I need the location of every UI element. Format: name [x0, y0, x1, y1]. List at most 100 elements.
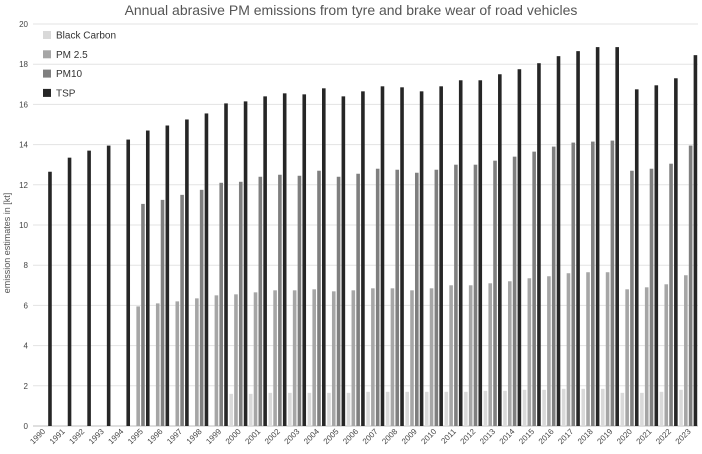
x-tick-label: 2001 [243, 427, 262, 446]
bar-pm10-2002 [278, 174, 282, 426]
x-tick-label: 2017 [556, 427, 575, 446]
bar-tsp-1996 [165, 125, 170, 426]
x-tick-label: 2011 [439, 427, 458, 446]
bar-pm-2-5-2017 [566, 273, 571, 426]
bar-tsp-1994 [126, 139, 131, 426]
bar-tsp-2006 [361, 91, 365, 427]
x-tick-label: 1999 [204, 427, 223, 446]
bar-black-carbon-2022 [659, 391, 664, 426]
bar-pm-2-5-2001 [253, 292, 258, 426]
bar-pm10-2001 [258, 176, 263, 426]
bar-pm10-1996 [160, 199, 165, 426]
bar-tsp-2014 [517, 69, 522, 426]
x-tick-label: 2012 [459, 427, 478, 446]
bar-pm10-1999 [219, 182, 224, 426]
x-tick-label: 1991 [48, 427, 67, 446]
bar-pm-2-5-2009 [410, 290, 414, 426]
x-tick-label: 1994 [106, 427, 125, 446]
bar-tsp-2013 [498, 74, 502, 426]
bar-pm-2-5-2006 [351, 290, 356, 426]
bar-black-carbon-2007 [366, 391, 370, 426]
x-tick-label: 2014 [498, 427, 517, 446]
bar-tsp-1997 [185, 119, 189, 426]
bar-pm10-1998 [199, 189, 204, 426]
bar-pm-2-5-2016 [547, 276, 551, 426]
y-axis-label: emission estimates in [kt] [2, 193, 12, 294]
bar-pm10-2015 [532, 151, 536, 426]
x-tick-label: 1992 [67, 427, 86, 446]
bar-pm-2-5-2010 [429, 288, 434, 426]
bar-pm10-2022 [669, 163, 673, 426]
x-tick-label: 2021 [635, 427, 654, 446]
bar-black-carbon-2021 [640, 392, 644, 426]
bar-pm-2-5-2013 [488, 283, 493, 426]
bar-black-carbon-2018 [581, 388, 586, 426]
legend-swatch [43, 31, 51, 39]
bar-pm-2-5-1997 [175, 301, 180, 426]
bar-tsp-1992 [87, 150, 91, 426]
y-tick-label: 2 [24, 382, 29, 391]
bar-pm10-2008 [395, 169, 400, 426]
bar-black-carbon-2016 [542, 389, 546, 426]
bar-pm10-1995 [141, 203, 145, 426]
bar-pm10-2000 [238, 181, 243, 426]
bar-pm10-2016 [551, 146, 556, 427]
bar-pm10-2011 [454, 164, 458, 426]
bar-black-carbon-2011 [444, 391, 449, 426]
bar-pm10-2006 [356, 173, 360, 426]
bar-pm-2-5-1998 [195, 298, 199, 426]
bar-tsp-2008 [400, 87, 404, 426]
bar-tsp-1995 [145, 130, 150, 426]
bar-tsp-2000 [243, 101, 248, 426]
y-tick-label: 8 [24, 261, 29, 270]
x-tick-label: 1995 [126, 427, 145, 446]
x-tick-label: 1998 [185, 427, 204, 446]
y-tick-label: 4 [24, 342, 29, 351]
bar-black-carbon-2001 [248, 393, 253, 426]
y-tick-label: 14 [19, 141, 28, 150]
bar-pm-2-5-1996 [155, 303, 160, 426]
legend-swatch [43, 69, 51, 78]
x-tick-label: 2005 [322, 427, 341, 446]
bar-tsp-2017 [576, 51, 580, 426]
x-tick-label: 1993 [87, 427, 106, 446]
bar-black-carbon-2006 [346, 392, 351, 426]
bar-pm-2-5-2008 [390, 288, 395, 426]
bar-black-carbon-2020 [620, 392, 625, 426]
bar-black-carbon-2015 [522, 389, 527, 426]
x-tick-label: 1990 [28, 427, 47, 446]
bar-black-carbon-2013 [483, 390, 488, 426]
bars-layer [48, 47, 698, 427]
bar-pm-2-5-2007 [371, 288, 375, 426]
x-tick-label: 2022 [654, 427, 673, 446]
bar-tsp-2003 [302, 94, 307, 426]
x-tick-label: 2013 [478, 427, 497, 446]
bar-black-carbon-2004 [307, 392, 312, 426]
bar-pm-2-5-2005 [331, 291, 336, 426]
bar-pm-2-5-1995 [136, 306, 140, 426]
bar-tsp-1990 [48, 171, 52, 426]
legend-label: TSP [56, 88, 76, 99]
bar-tsp-2020 [634, 89, 639, 426]
bar-tsp-2010 [439, 86, 443, 426]
bar-black-carbon-2000 [229, 393, 233, 426]
bar-tsp-2004 [322, 88, 326, 426]
y-tick-label: 20 [19, 20, 28, 29]
bar-tsp-2019 [615, 47, 619, 427]
bar-tsp-2011 [458, 80, 463, 426]
bar-pm10-2007 [375, 168, 380, 426]
bar-pm-2-5-2011 [449, 285, 453, 426]
bar-tsp-1998 [204, 113, 209, 426]
x-tick-label: 2023 [674, 427, 693, 446]
legend-swatch [43, 50, 51, 59]
bar-pm-2-5-2003 [292, 290, 297, 426]
bar-pm-2-5-2019 [605, 272, 610, 426]
bar-black-carbon-2009 [405, 391, 409, 426]
bar-tsp-1993 [106, 145, 111, 427]
bar-black-carbon-2003 [288, 392, 292, 426]
x-tick-label: 2015 [517, 427, 536, 446]
x-tick-label: 2002 [263, 427, 282, 446]
x-tick-label: 2004 [302, 427, 321, 446]
bar-pm-2-5-2014 [507, 281, 512, 426]
bar-pm10-2018 [591, 141, 595, 426]
